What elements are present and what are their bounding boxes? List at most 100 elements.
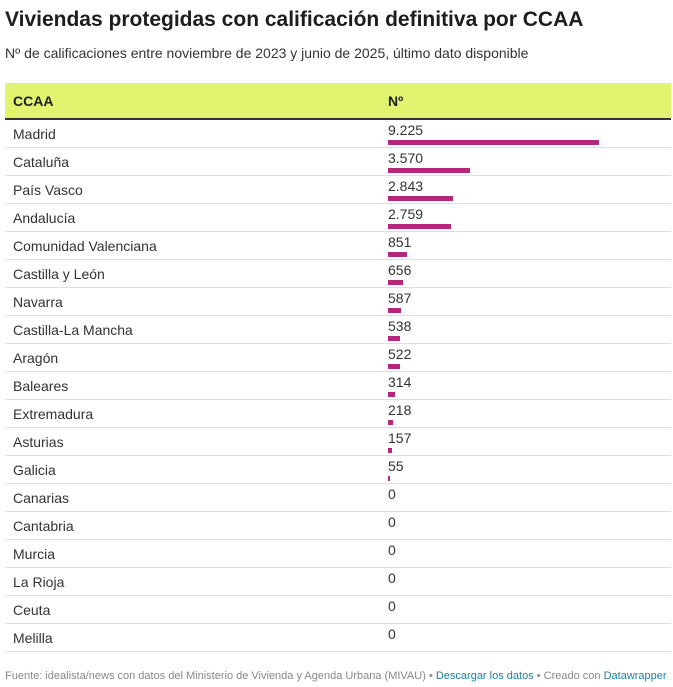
value-cell: 0 (380, 567, 671, 596)
chart-title: Viviendas protegidas con calificación de… (5, 8, 584, 31)
value-cell: 587 (380, 287, 671, 316)
value-cell: 218 (380, 399, 671, 428)
value-bar (388, 392, 396, 397)
value-label: 0 (388, 542, 396, 558)
chart-subtitle: Nº de calificaciones entre noviembre de … (5, 45, 529, 61)
ccaa-name: Andalucía (5, 203, 380, 232)
ccaa-name: Baleares (5, 371, 380, 400)
ccaa-name: Aragón (5, 343, 380, 372)
value-cell: 0 (380, 623, 671, 652)
ccaa-name: Galicia (5, 455, 380, 484)
value-bar (388, 364, 400, 369)
value-label: 157 (388, 430, 412, 446)
ccaa-name: Canarias (5, 483, 380, 512)
value-cell: 3.570 (380, 147, 671, 176)
ccaa-name: Melilla (5, 623, 380, 652)
ccaa-name: Cataluña (5, 147, 380, 176)
value-label: 587 (388, 290, 412, 306)
value-cell: 0 (380, 595, 671, 624)
table-row: Aragón 522 (5, 343, 671, 372)
value-label: 314 (388, 374, 412, 390)
ccaa-name: Madrid (5, 119, 380, 148)
table-row: Cataluña 3.570 (5, 147, 671, 176)
table-row: Andalucía 2.759 (5, 203, 671, 232)
datawrapper-link[interactable]: Datawrapper (603, 670, 667, 682)
ccaa-name: País Vasco (5, 175, 380, 204)
ccaa-name: Asturias (5, 427, 380, 456)
source-text: Fuente: idealista/news con datos del Min… (5, 670, 426, 682)
value-cell: 2.843 (380, 175, 671, 204)
value-label: 0 (388, 570, 396, 586)
footer: Fuente: idealista/news con datos del Min… (5, 670, 667, 682)
value-cell: 314 (380, 371, 671, 400)
value-bar (388, 448, 392, 453)
value-label: 55 (388, 458, 404, 474)
data-table: CCAA Nº Madrid 9.225 Cataluña 3.570 País Vas… (5, 83, 671, 652)
table-row: Canarias 0 (5, 483, 671, 512)
table-row: Murcia 0 (5, 539, 671, 568)
value-cell: 656 (380, 259, 671, 288)
created-with-text: Creado con (543, 670, 604, 682)
value-cell: 0 (380, 511, 671, 540)
separator: • (533, 670, 544, 682)
value-label: 3.570 (388, 150, 424, 166)
value-label: 0 (388, 626, 396, 642)
ccaa-name: Castilla y León (5, 259, 380, 288)
value-cell: 55 (380, 455, 671, 484)
table-row: Cantabria 0 (5, 511, 671, 540)
ccaa-name: Castilla-La Mancha (5, 315, 380, 344)
table-row: Castilla-La Mancha 538 (5, 315, 671, 344)
value-cell: 0 (380, 483, 671, 512)
table-row: Galicia 55 (5, 455, 671, 484)
value-cell: 522 (380, 343, 671, 372)
column-header-ccaa[interactable]: CCAA (5, 83, 380, 120)
table-row: Melilla 0 (5, 623, 671, 652)
value-cell: 0 (380, 539, 671, 568)
table-row: Asturias 157 (5, 427, 671, 456)
value-cell: 9.225 (380, 119, 671, 148)
table-row: Comunidad Valenciana 851 (5, 231, 671, 260)
value-bar (388, 476, 390, 481)
ccaa-name: Extremadura (5, 399, 380, 428)
value-label: 2.759 (388, 206, 424, 222)
value-label: 656 (388, 262, 412, 278)
value-cell: 538 (380, 315, 671, 344)
value-cell: 2.759 (380, 203, 671, 232)
value-label: 9.225 (388, 122, 424, 138)
value-bar (388, 420, 393, 425)
value-label: 851 (388, 234, 412, 250)
value-label: 218 (388, 402, 412, 418)
table-row: Baleares 314 (5, 371, 671, 400)
value-bar (388, 168, 470, 173)
download-data-link[interactable]: Descargar los datos (435, 670, 534, 682)
ccaa-name: La Rioja (5, 567, 380, 596)
table-row: País Vasco 2.843 (5, 175, 671, 204)
ccaa-name: Murcia (5, 539, 380, 568)
value-label: 0 (388, 514, 396, 530)
table-row: Madrid 9.225 (5, 119, 671, 148)
table-row: Extremadura 218 (5, 399, 671, 428)
value-cell: 157 (380, 427, 671, 456)
table-row: Castilla y León 656 (5, 259, 671, 288)
value-bar (388, 308, 402, 313)
value-bar (388, 280, 403, 285)
table-row: Ceuta 0 (5, 595, 671, 624)
table-row: Navarra 587 (5, 287, 671, 316)
value-bar (388, 196, 454, 201)
value-label: 522 (388, 346, 412, 362)
ccaa-name: Comunidad Valenciana (5, 231, 380, 260)
value-bar (388, 336, 401, 341)
value-bar (388, 252, 408, 257)
value-bar (388, 224, 452, 229)
column-header-n[interactable]: Nº (380, 83, 671, 120)
ccaa-name: Ceuta (5, 595, 380, 624)
value-label: 2.843 (388, 178, 424, 194)
table-row: La Rioja 0 (5, 567, 671, 596)
ccaa-name: Navarra (5, 287, 380, 316)
separator: • (425, 670, 436, 682)
value-label: 0 (388, 598, 396, 614)
value-cell: 851 (380, 231, 671, 260)
value-label: 538 (388, 318, 412, 334)
value-bar (388, 140, 599, 145)
value-label: 0 (388, 486, 396, 502)
